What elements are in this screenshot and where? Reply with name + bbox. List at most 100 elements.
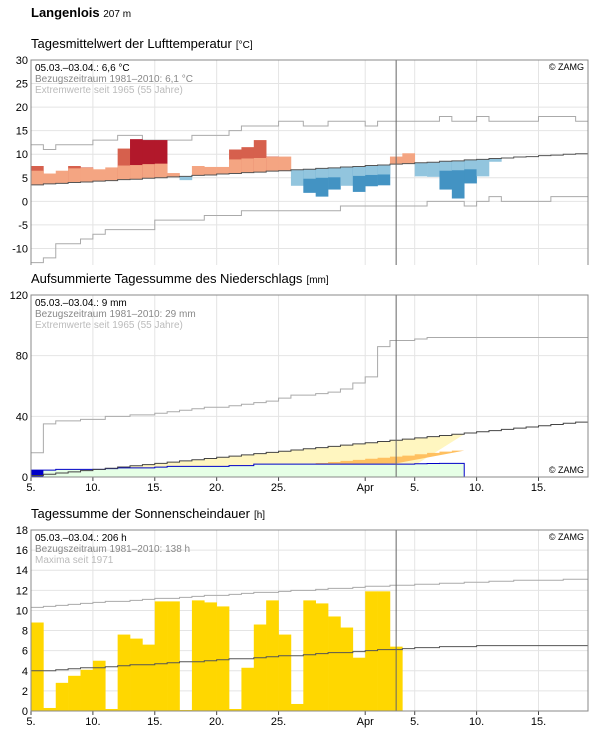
temp-anomaly-base: [303, 169, 316, 179]
precipitation-xtick-label: 5.: [26, 482, 35, 494]
sunshine-bar: [43, 707, 57, 711]
sunshine-bar: [365, 591, 378, 711]
precipitation-xtick-label: 15.: [147, 482, 162, 494]
sunshine-copyright: © ZAMG: [549, 532, 584, 542]
temp-anomaly-bar: [488, 158, 502, 162]
sunshine-bar: [352, 657, 366, 711]
temp-anomaly-bar: [191, 166, 205, 176]
precipitation-xtick-label: Apr: [357, 482, 374, 494]
sunshine-chart: Tagessumme der Sonnenscheindauer [h] 0 2 4 6 8…: [16, 506, 589, 728]
precipitation-legend-item: Bezugszeitraum 1981–2010: 29 mm: [35, 309, 196, 320]
sunshine-bar: [216, 606, 230, 711]
temp-max-extreme-line: [31, 116, 588, 151]
sunshine-bar: [328, 616, 341, 711]
sunshine-xtick-label: 25.: [271, 716, 286, 728]
precipitation-legend-item: Extremwerte seit 1965 (55 Jahre): [35, 320, 183, 331]
sunshine-bar: [204, 602, 217, 711]
sunshine-bar: [266, 600, 279, 711]
precipitation-legend-item: 05.03.–03.04.: 9 mm: [35, 298, 127, 309]
temperature-ytick-label: 30: [16, 55, 28, 67]
temperature-chart: Tagesmittelwert der Lufttemperatur [°C] -1…: [12, 36, 589, 265]
temperature-ytick-label: -5: [18, 220, 28, 232]
temperature-ytick-label: 10: [16, 149, 28, 161]
sunshine-bar: [229, 708, 242, 711]
temp-anomaly-base: [68, 168, 81, 183]
station-name: Langenlois: [31, 5, 100, 20]
temp-anomaly-base: [241, 158, 255, 173]
temperature-legend-item: Extremwerte seit 1965 (55 Jahre): [35, 85, 183, 96]
precipitation-plot-area: [30, 294, 589, 478]
sunshine-bar: [315, 603, 329, 711]
sunshine-bar: [191, 600, 205, 711]
sunshine-legend-item: Maxima seit 1971: [35, 555, 114, 566]
temp-anomaly-base: [377, 165, 391, 175]
sunshine-bar: [340, 627, 354, 711]
sunshine-xtick-label: 15.: [147, 716, 162, 728]
temp-normal-line: [31, 153, 588, 186]
sunshine-unit: [h]: [254, 510, 265, 521]
sunshine-ytick-label: 2: [22, 686, 28, 698]
sunshine-bar: [142, 644, 156, 711]
precipitation-xtick-label: 5.: [410, 482, 419, 494]
temp-anomaly-bar: [340, 166, 354, 186]
precipitation-frame: [30, 294, 589, 478]
temp-anomaly-bar: [427, 162, 440, 177]
precipitation-xtick-label: 20.: [209, 482, 224, 494]
sunshine-xtick-label: 10.: [469, 716, 484, 728]
temperature-ytick-label: 25: [16, 79, 28, 91]
precipitation-xtick-label: 25.: [271, 482, 286, 494]
sunshine-bar: [278, 634, 292, 711]
temp-min-extreme-line: [31, 196, 588, 264]
sunshine-legend-item: Bezugszeitraum 1981–2010: 138 h: [35, 544, 190, 555]
sunshine-bar: [154, 601, 168, 711]
sunshine-xtick-label: 20.: [209, 716, 224, 728]
temp-anomaly-bar: [290, 169, 304, 186]
temp-anomaly-base: [352, 166, 366, 176]
temperature-ytick-label: 20: [16, 102, 28, 114]
temperature-ytick-label: 5: [22, 173, 28, 185]
temp-anomaly-bar: [402, 153, 416, 164]
sunshine-xtick-label: 15.: [531, 716, 546, 728]
temperature-ytick-label: 15: [16, 126, 28, 138]
precipitation-ytick-label: 120: [10, 290, 28, 302]
temp-anomaly-bar: [476, 159, 490, 177]
sunshine-bar: [80, 669, 94, 711]
temperature-unit: [°C]: [236, 40, 253, 51]
temp-anomaly-base: [117, 165, 131, 180]
precip-deficit-area: [303, 450, 465, 465]
precipitation-unit: [mm]: [306, 275, 328, 286]
temperature-frame: [30, 59, 589, 265]
temp-anomaly-bar: [179, 176, 193, 181]
temp-anomaly-base: [130, 165, 143, 180]
sunshine-ytick-label: 6: [22, 646, 28, 658]
precip-actual-bar: [31, 470, 44, 477]
sunshine-xtick-label: 5.: [410, 716, 419, 728]
temp-anomaly-base: [31, 170, 44, 185]
station-altitude: 207 m: [103, 9, 132, 20]
sunshine-ytick-label: 16: [16, 545, 28, 557]
sunshine-ytick-label: 4: [22, 666, 28, 678]
temperature-ytick-label: 0: [22, 196, 28, 208]
temperature-ytick-label: -10: [12, 243, 28, 255]
temp-anomaly-bar: [216, 166, 230, 175]
sunshine-bar: [167, 601, 180, 711]
temp-anomaly-bar: [55, 170, 69, 184]
sunshine-frame: [30, 529, 589, 712]
sunshine-bar: [92, 660, 106, 711]
temp-anomaly-base: [439, 161, 453, 171]
precipitation-ytick-label: 40: [16, 411, 28, 423]
sunshine-ytick-label: 8: [22, 626, 28, 638]
sunshine-xtick-label: 5.: [26, 716, 35, 728]
sunshine-ytick-label: 12: [16, 585, 28, 597]
sunshine-normal-line: [31, 645, 588, 672]
sunshine-bar: [105, 708, 118, 711]
temp-anomaly-base: [154, 163, 168, 178]
station-header: Langenlois 207 m: [31, 5, 131, 20]
temp-anomaly-bar: [43, 173, 57, 184]
sunshine-ytick-label: 14: [16, 565, 28, 577]
precipitation-xtick-label: 10.: [469, 482, 484, 494]
sunshine-bar: [290, 703, 304, 711]
sunshine-ytick-label: 18: [16, 525, 28, 537]
temperature-legend-item: 05.03.–03.04.: 6,6 °C: [35, 63, 130, 74]
temp-anomaly-bar: [167, 173, 180, 177]
